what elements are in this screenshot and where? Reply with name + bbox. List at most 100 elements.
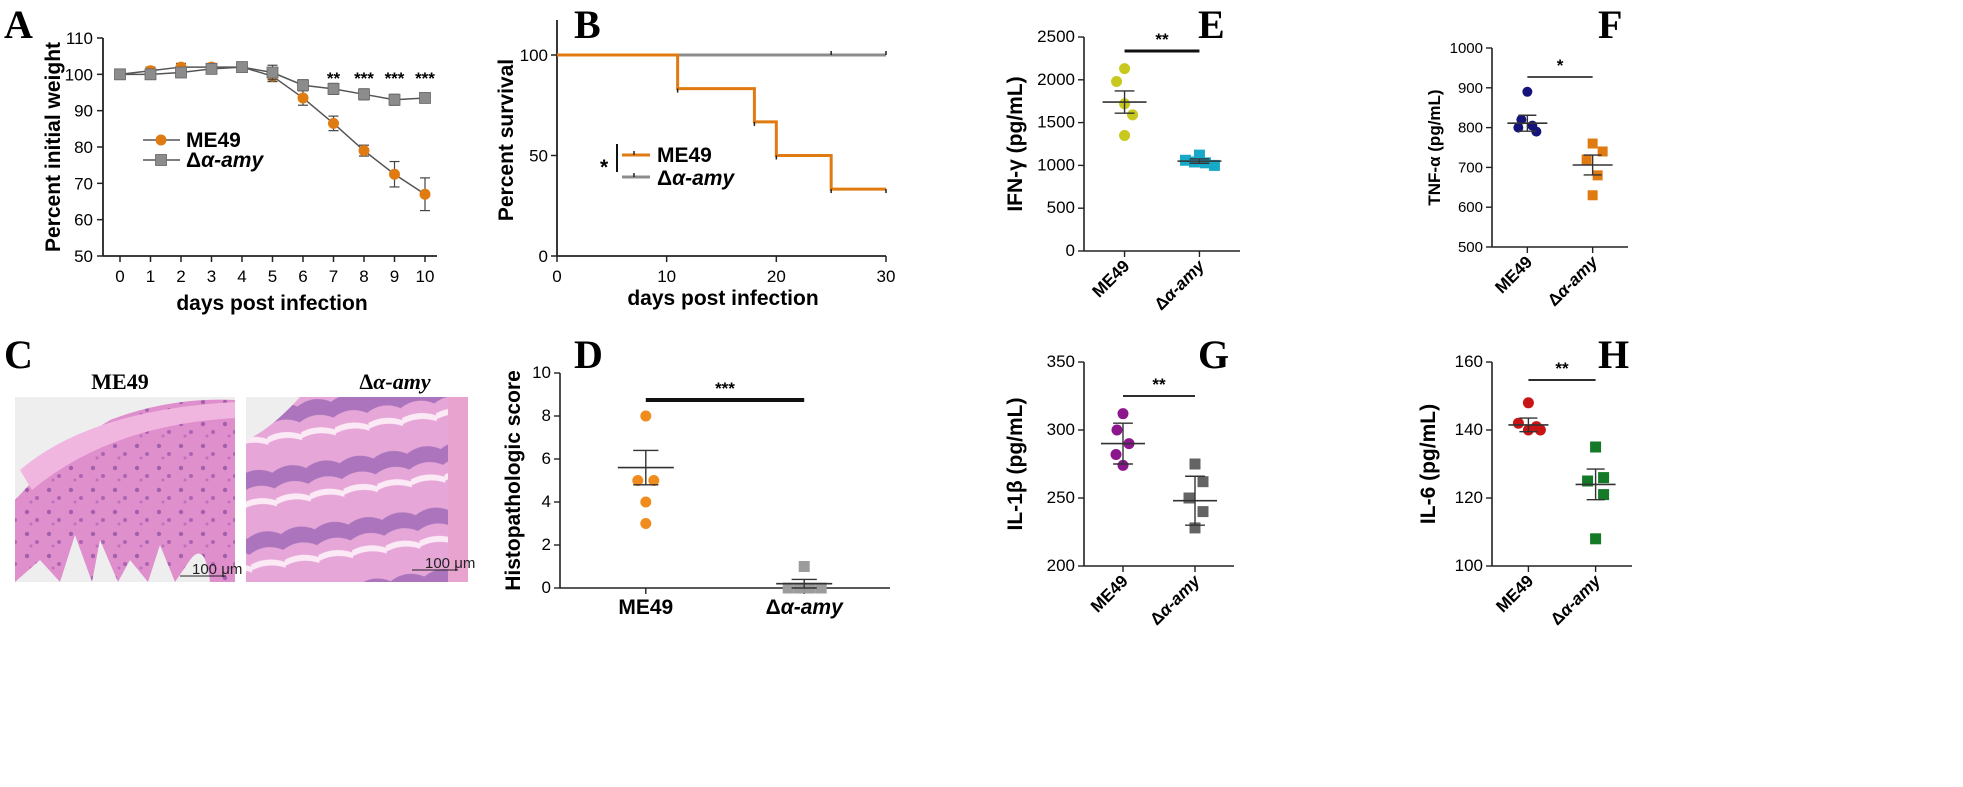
data-point [1512, 417, 1524, 429]
x-category-label: ME49 [618, 596, 673, 619]
x-category-label: Δα-amy [766, 596, 844, 619]
data-point [327, 82, 340, 95]
y-tick-label: 300 [1047, 420, 1075, 439]
data-point [640, 496, 652, 508]
x-tick-label: 0 [115, 267, 124, 286]
x-tick-label: 0 [552, 267, 561, 286]
data-point [1117, 459, 1129, 471]
data-point [640, 518, 652, 529]
x-category-label-text: ME49 [1491, 252, 1536, 297]
legend-label-damy: Δα-amy [657, 167, 735, 190]
data-point [1193, 149, 1205, 161]
y-tick-label: 8 [542, 406, 551, 425]
x-tick-label: 7 [329, 267, 338, 286]
panel-letter-b: B [574, 2, 601, 47]
legend-marker-me49 [155, 134, 167, 146]
y-tick-label: 140 [1455, 420, 1483, 439]
histopathology-chart: 0 2 4 6 8 10 ME49 Δα-amy Histopathologic score **… [502, 363, 890, 619]
scale-bar-text-damy: 100 μm [425, 555, 475, 572]
data-point [1189, 522, 1201, 534]
data-point [1590, 533, 1602, 545]
scale-bar-text-me49: 100 μm [192, 561, 242, 578]
panel-letter-g: G [1198, 332, 1229, 377]
y-tick-label: 600 [1458, 199, 1483, 216]
y-axis-label: Histopathologic score [502, 370, 525, 591]
significance-label: ** [1555, 359, 1569, 378]
x-tick-label: 1 [146, 267, 155, 286]
x-tick-label: 4 [237, 267, 246, 286]
data-point [1516, 114, 1527, 125]
histology-label-damy: Δα-amy [359, 369, 430, 394]
legend-label-damy-prefix: Δ [657, 167, 672, 190]
data-point [1127, 109, 1139, 121]
data-point [1119, 63, 1131, 75]
data-point [236, 61, 248, 73]
data-point [1111, 424, 1123, 436]
x-category-label-text: ME49 [1087, 571, 1132, 616]
data-point [1587, 190, 1598, 201]
data-point [1587, 138, 1598, 149]
data-point [1598, 489, 1610, 501]
significance-label: ** [1155, 30, 1169, 49]
weight-chart: 50 60 70 80 90 100 110 0 1 2 3 4 5 6 7 8 9 10 days post in… [42, 29, 437, 315]
data-point [175, 66, 187, 79]
y-tick-label: 6 [542, 449, 551, 468]
y-tick-label: 160 [1455, 352, 1483, 371]
x-category-label-text: ME49 [1089, 256, 1134, 301]
y-axis-label: Percent initial weight [42, 42, 65, 252]
y-tick-label: 100 [1455, 556, 1483, 575]
x-category-label-italic: α-amy [1155, 570, 1205, 620]
x-axis-label: days post infection [627, 287, 818, 310]
y-tick-label: 900 [1458, 80, 1483, 97]
y-tick-label: 1000 [1450, 40, 1483, 57]
data-point [815, 582, 827, 594]
y-tick-label: 4 [542, 492, 551, 511]
y-tick-label: 60 [74, 211, 93, 230]
y-tick-label: 1000 [1037, 155, 1075, 174]
y-tick-label: 250 [1047, 488, 1075, 507]
significance-label: ** [327, 69, 341, 88]
data-point [114, 68, 126, 81]
significance-label: *** [715, 379, 735, 398]
data-point [358, 88, 370, 101]
x-tick-label: 5 [268, 267, 277, 286]
legend-label-damy: Δα-amy [186, 149, 264, 172]
data-point [1110, 448, 1122, 460]
x-category-label-italic: α-amy [1553, 251, 1603, 301]
data-point [1197, 506, 1209, 518]
x-tick-label: 8 [359, 267, 368, 286]
panel-letter-f: F [1598, 2, 1622, 47]
data-point [297, 92, 309, 104]
y-tick-label: 100 [65, 65, 93, 84]
survival-chart: 0 50 100 0 10 20 30 days post infection Percent … [495, 20, 895, 310]
ifn-gamma-chart: 0 500 1000 1500 2000 2500 ME49 Δα-amy IFN-γ (pg/… [1004, 27, 1240, 314]
x-tick-label: 9 [390, 267, 399, 286]
y-tick-label: 500 [1458, 239, 1483, 256]
data-point [205, 62, 218, 75]
significance-label: ** [1152, 375, 1166, 394]
y-tick-label: 1500 [1037, 113, 1075, 132]
data-point [640, 410, 652, 422]
y-tick-label: 100 [520, 46, 548, 65]
x-category-label-text: ME49 [1492, 571, 1537, 616]
y-tick-label: 2500 [1037, 27, 1075, 46]
legend-label-me49: ME49 [186, 129, 241, 152]
legend-marker-damy [155, 154, 167, 166]
data-point [782, 582, 794, 594]
data-point [389, 168, 400, 180]
x-tick-label: 6 [298, 267, 307, 286]
y-tick-label: 500 [1047, 198, 1075, 217]
x-category-label: Δα-amy [1151, 255, 1210, 314]
x-category-label-text: Δ [766, 596, 781, 619]
x-category-label-italic: α-amy [1555, 570, 1605, 620]
data-point [388, 93, 401, 106]
data-point [266, 66, 279, 79]
data-point [328, 117, 339, 129]
data-point [1597, 146, 1608, 157]
y-tick-label: 0 [542, 578, 551, 597]
y-axis-label: IL-1β (pg/mL) [1004, 398, 1027, 531]
data-point [1598, 472, 1610, 484]
data-point [1581, 154, 1592, 165]
data-point [1534, 424, 1546, 436]
